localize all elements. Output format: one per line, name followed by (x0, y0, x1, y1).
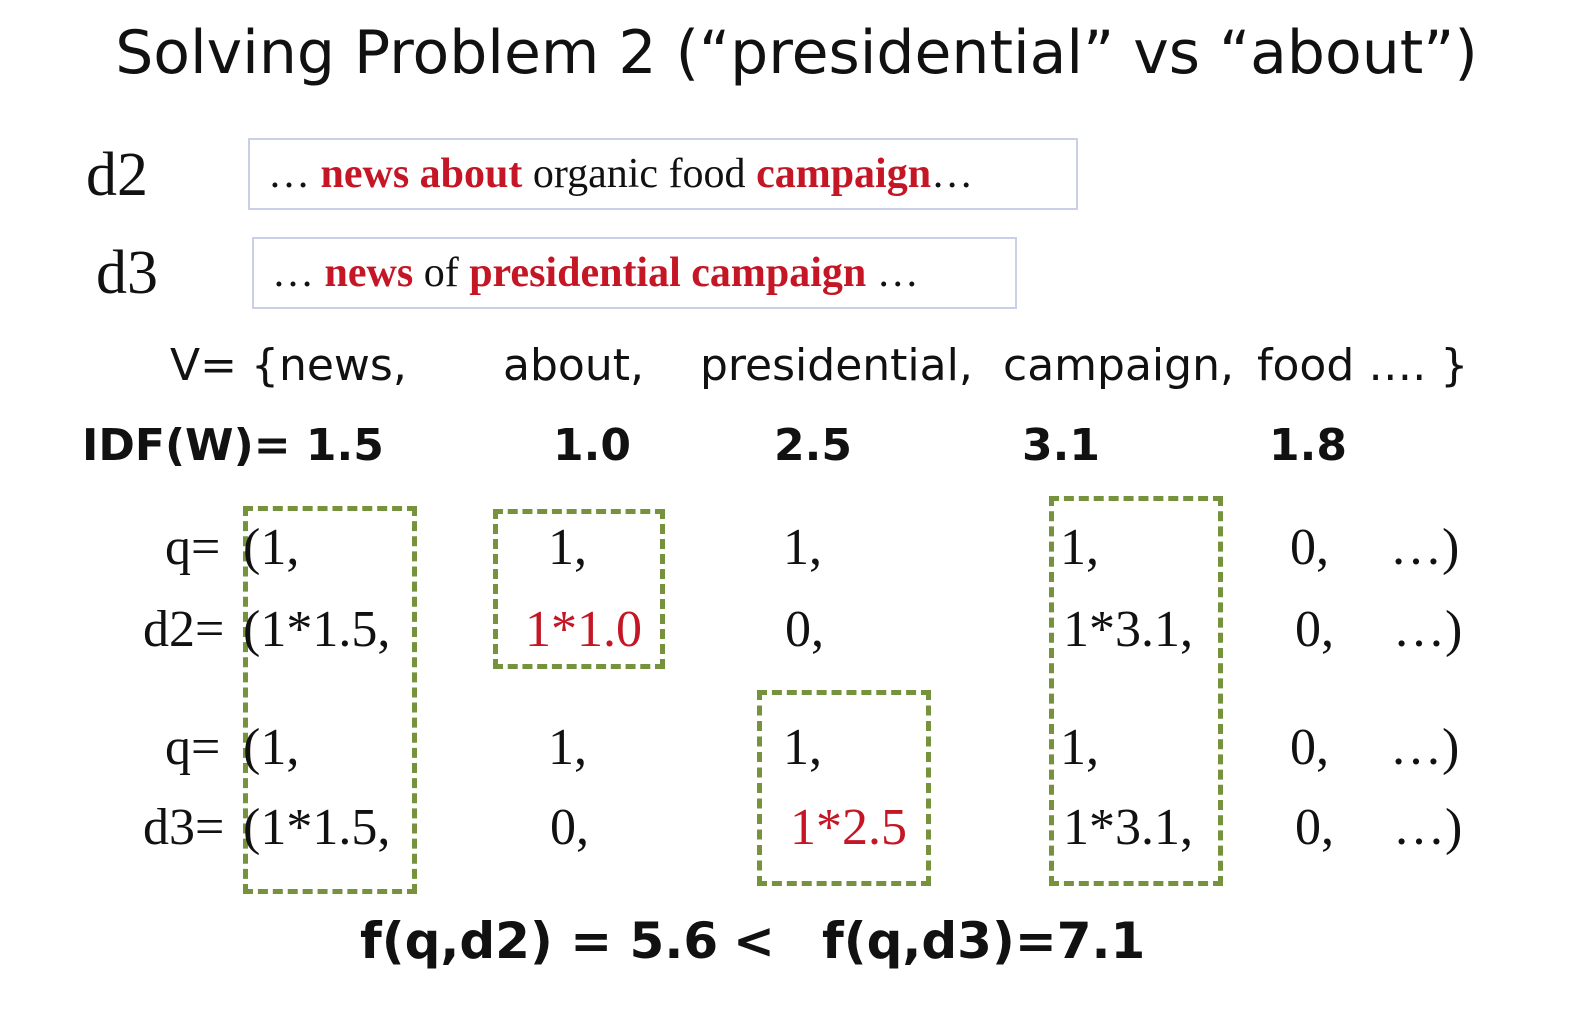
doc-label-d2: d2 (86, 141, 148, 209)
vector-cell: 1, (783, 519, 822, 576)
doc-highlight-segment: news (324, 250, 414, 296)
vector-cell: 1, (1060, 719, 1099, 776)
vocab-word: campaign, (1003, 340, 1234, 391)
vector-cell: …) (1393, 601, 1463, 658)
vector-cell: 1*3.1, (1063, 601, 1193, 658)
vector-cell: (1*1.5, (243, 799, 391, 856)
comparison-operator: < (733, 912, 775, 970)
vector-cell: …) (1390, 719, 1460, 776)
doc-text-segment: … (268, 151, 321, 197)
idf-value: 3.1 (1022, 420, 1100, 471)
vector-cell: 0, (1290, 719, 1329, 776)
vector-cell: 0, (550, 799, 589, 856)
doc-text-segment: of (413, 250, 470, 296)
vector-cell-highlight: 1*2.5 (790, 799, 907, 856)
news-column-box (243, 506, 417, 894)
vector-cell: 1, (548, 719, 587, 776)
vector-cell: 0, (785, 601, 824, 658)
doc-text-segment: … (866, 250, 919, 296)
vector-label: d3= (143, 799, 225, 856)
vector-label: q= (165, 519, 221, 576)
vector-cell: 0, (1290, 519, 1329, 576)
vocab-word: food …. } (1257, 340, 1469, 391)
score-d3: f(q,d3)=7.1 (822, 912, 1146, 970)
doc-label-d3: d3 (96, 239, 158, 307)
vocab-word: about, (503, 340, 644, 391)
vector-cell: (1, (243, 719, 300, 776)
doc-text-segment: … (272, 250, 325, 296)
idf-value: 2.5 (774, 420, 852, 471)
vector-label: q= (165, 719, 221, 776)
vector-cell: …) (1393, 799, 1463, 856)
doc-text-segment: … (931, 151, 974, 197)
vector-cell: (1, (243, 519, 300, 576)
campaign-column-box (1049, 496, 1223, 886)
doc-highlight-segment: presidential campaign (469, 250, 867, 296)
vector-cell: 1, (783, 719, 822, 776)
doc-highlight-segment: campaign (756, 151, 932, 197)
vector-cell: 1, (548, 519, 587, 576)
vocab-word: presidential, (700, 340, 973, 391)
doc-box-d3: … news of presidential campaign … (252, 237, 1017, 309)
idf-prefix: IDF(W)= 1.5 (82, 420, 384, 471)
doc-highlight-segment: news about (320, 151, 523, 197)
vector-cell: …) (1390, 519, 1460, 576)
idf-value: 1.0 (553, 420, 631, 471)
vocab-prefix: V= {news, (170, 340, 407, 391)
presidential-weight-box (757, 690, 931, 886)
score-d2: f(q,d2) = 5.6 (360, 912, 719, 970)
vector-label: d2= (143, 601, 225, 658)
vector-cell: 0, (1295, 601, 1334, 658)
idf-value: 1.8 (1269, 420, 1347, 471)
vector-cell: 1, (1060, 519, 1099, 576)
doc-box-d2: … news about organic food campaign… (248, 138, 1078, 210)
vector-cell: 0, (1295, 799, 1334, 856)
doc-text-segment: organic food (522, 151, 757, 197)
vector-cell-highlight: 1*1.0 (525, 601, 642, 658)
slide-title: Solving Problem 2 (“presidential” vs “ab… (115, 18, 1478, 88)
vector-cell: 1*3.1, (1063, 799, 1193, 856)
about-weight-box (493, 509, 665, 669)
vector-cell: (1*1.5, (243, 601, 391, 658)
